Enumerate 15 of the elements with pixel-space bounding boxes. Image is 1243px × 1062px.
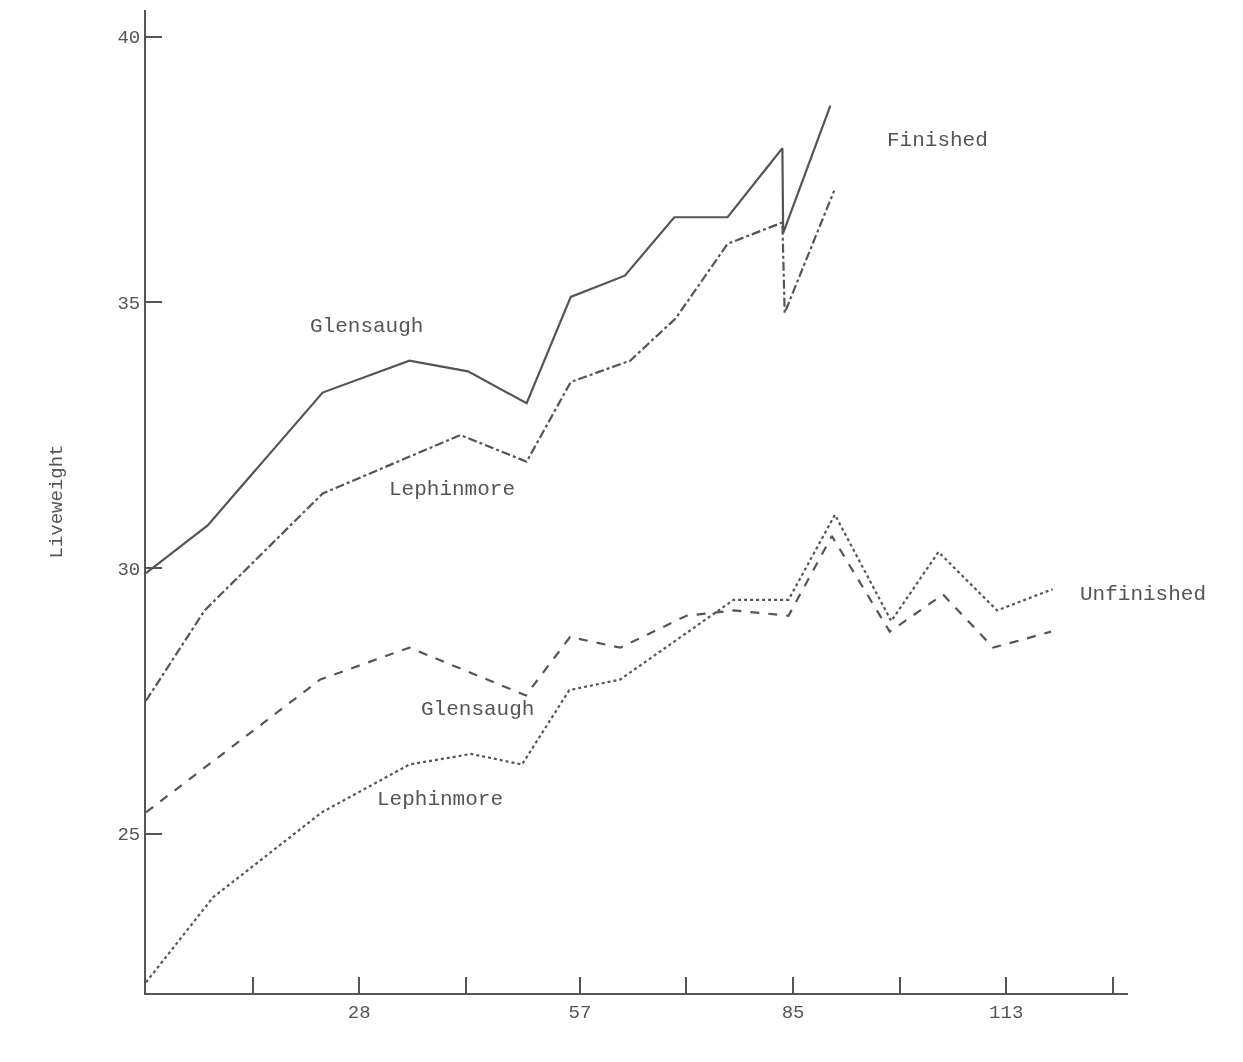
- y-tick-label: 30: [117, 558, 141, 581]
- y-axis-title: Liveweight: [45, 444, 68, 559]
- annotation: Unfinished: [1080, 583, 1207, 606]
- series-label: Lephinmore: [377, 788, 504, 811]
- x-tick-label: 85: [781, 1001, 805, 1024]
- series-label: Glensaugh: [421, 698, 535, 721]
- x-tick-label: 113: [989, 1001, 1024, 1024]
- x-tick-label: 28: [347, 1001, 371, 1024]
- x-tick-label: 57: [568, 1001, 592, 1024]
- y-tick-label: 35: [117, 292, 141, 315]
- series-label: Lephinmore: [389, 478, 516, 501]
- annotation: Finished: [887, 129, 988, 152]
- series-label: Glensaugh: [310, 315, 424, 338]
- y-tick-label: 25: [117, 824, 141, 847]
- y-tick-label: 40: [117, 27, 141, 50]
